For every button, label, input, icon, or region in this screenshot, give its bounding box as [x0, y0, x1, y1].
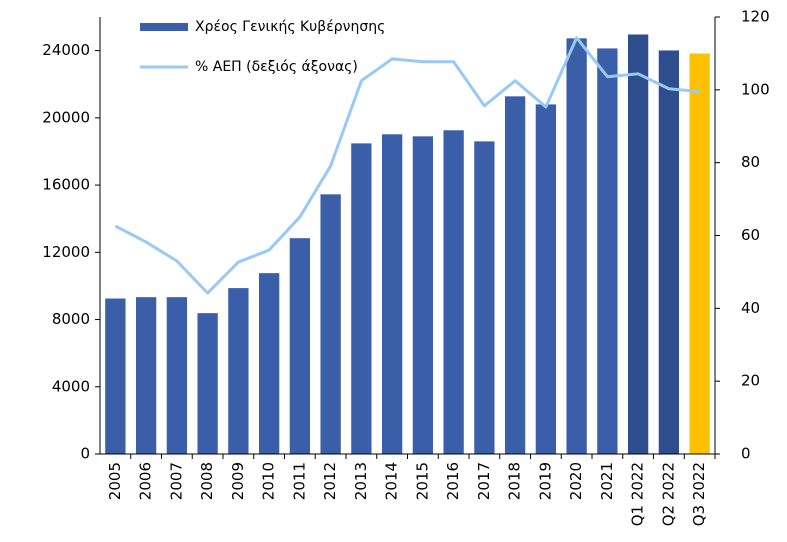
legend-label: Χρέος Γενικής Κυβέρνησης	[195, 19, 385, 35]
y2-tick-label: 120	[741, 8, 770, 26]
bar	[504, 96, 526, 454]
y-tick-label: 0	[80, 445, 90, 463]
x-tick-label: 2015	[413, 462, 431, 500]
bar	[135, 297, 157, 454]
legend-swatch	[140, 23, 188, 31]
x-tick-label: 2014	[383, 462, 401, 500]
legend-label: % ΑΕΠ (δεξιός άξονας)	[195, 59, 358, 75]
y2-tick-label: 40	[741, 299, 760, 317]
x-tick-label: 2017	[475, 462, 493, 500]
y-tick-label: 4000	[52, 377, 90, 395]
bar	[474, 141, 495, 454]
x-tick-label: 2020	[567, 462, 585, 500]
x-tick-label: 2012	[321, 462, 339, 500]
bar	[289, 238, 311, 454]
line	[114, 36, 700, 295]
x-tick-label: 2016	[444, 462, 462, 500]
x-tick-label: 2010	[260, 462, 278, 500]
x-tick-label: 2011	[290, 462, 308, 500]
y-tick-label: 16000	[42, 176, 90, 194]
bar	[535, 104, 557, 455]
x-tick-label: Q2 2022	[659, 462, 677, 526]
bar	[166, 297, 188, 454]
x-tick-label: Q1 2022	[629, 462, 647, 526]
x-tick-label: 2005	[106, 462, 124, 500]
bar	[351, 143, 372, 454]
y2-tick-label: 20	[741, 372, 760, 390]
x-tick-label: Q3 2022	[690, 462, 708, 526]
y-tick-label: 20000	[42, 108, 90, 126]
bar	[320, 194, 341, 454]
x-tick-label: 2009	[229, 462, 247, 500]
x-tick-label: 2018	[506, 462, 524, 500]
bar	[627, 34, 649, 454]
bar	[105, 298, 126, 454]
x-tick-label: 2006	[137, 462, 155, 500]
bar	[258, 273, 280, 454]
bar	[658, 50, 680, 455]
y2-tick-label: 100	[741, 80, 770, 98]
x-tick-label: 2008	[198, 462, 216, 500]
bar	[689, 53, 710, 455]
x-tick-label: 2019	[536, 462, 554, 500]
x-tick-label: 2021	[598, 462, 616, 500]
bar	[412, 136, 434, 455]
bar	[197, 313, 218, 454]
bar	[566, 38, 587, 455]
bar	[228, 288, 249, 454]
y-tick-label: 24000	[42, 41, 90, 59]
x-tick-label: 2007	[167, 462, 185, 500]
y-tick-label: 8000	[52, 310, 90, 328]
x-tick-label: 2013	[352, 462, 370, 500]
bar	[443, 130, 464, 454]
y2-tick-label: 60	[741, 226, 760, 244]
bar	[597, 48, 618, 454]
y-tick-label: 12000	[42, 243, 90, 261]
y2-tick-label: 80	[741, 153, 760, 171]
bar	[381, 134, 403, 454]
y2-tick-label: 0	[741, 445, 751, 463]
